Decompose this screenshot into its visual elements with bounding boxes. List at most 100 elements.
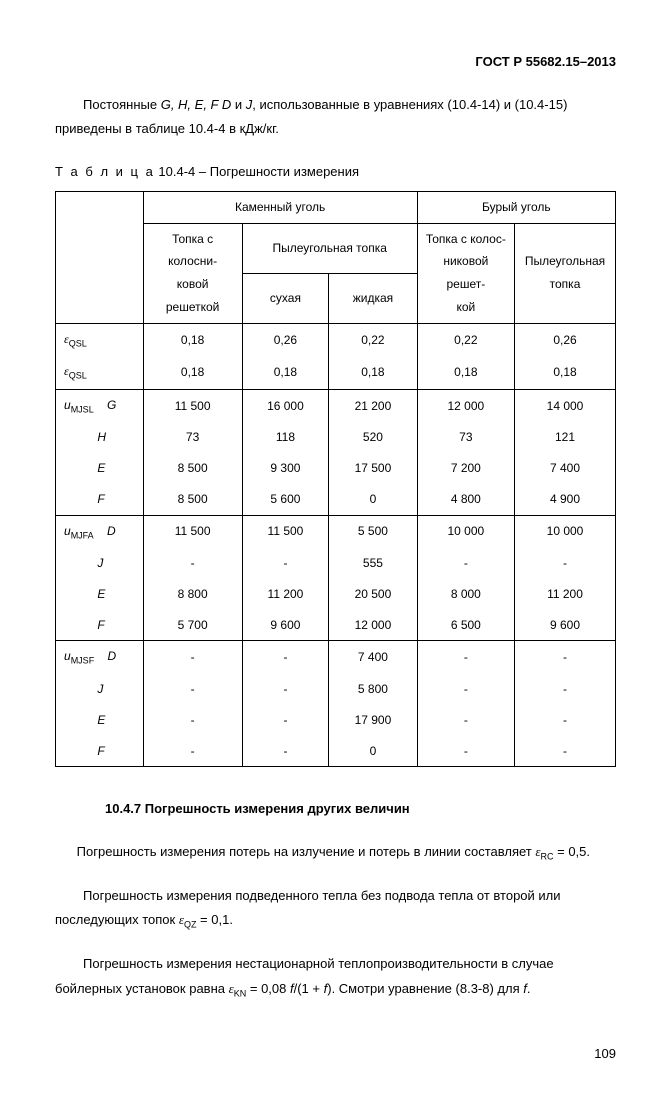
s: J [97,556,103,570]
caption-spaced: Т а б л и ц а [55,164,155,179]
s: KN [234,988,247,998]
measurement-table: Каменный уголь Бурый уголь Топка с колос… [55,191,616,768]
c: 8 000 [417,579,514,610]
c: 0,18 [417,356,514,389]
c: 0 [329,484,417,515]
c: - [515,736,616,767]
c: 7 400 [515,453,616,484]
s: F [97,744,104,758]
paragraph-rc: Погрешность измерения потерь на излучени… [55,840,616,866]
row: J [56,548,144,579]
row-eps1-label: εQSL [56,323,144,356]
c: 11 200 [515,579,616,610]
c: - [143,674,242,705]
t: = 0,1. [196,912,233,927]
col-pulv: Пылеугольная топка [242,223,417,273]
c: 10 000 [417,515,514,548]
c: 0,26 [515,323,616,356]
s: F [97,618,104,632]
c: - [242,674,329,705]
t: топка [550,277,581,291]
c: 6 500 [417,610,514,641]
s: J [97,682,103,696]
c: 17 500 [329,453,417,484]
caption-rest: 10.4-4 – Погрешности измерения [155,164,359,179]
row: H [56,422,144,453]
c: - [515,705,616,736]
row-g3-label: uMJSF D [56,641,144,674]
c: - [242,705,329,736]
c: - [417,641,514,674]
t: Погрешность измерения подведенного тепла… [55,888,561,928]
page-number: 109 [55,1042,616,1067]
t: ). Смотри уравнение (8.3-8) для [327,981,523,996]
c: 0,18 [242,356,329,389]
c: 121 [515,422,616,453]
c: 5 700 [143,610,242,641]
c: - [515,674,616,705]
c: - [417,674,514,705]
c: - [143,705,242,736]
c: 520 [329,422,417,453]
s: MJSL [71,404,94,414]
row: F [56,484,144,515]
c: 21 200 [329,389,417,422]
table-caption: Т а б л и ц а 10.4-4 – Погрешности измер… [55,160,616,185]
t: кой [456,300,475,314]
c: 4 800 [417,484,514,515]
t: ковой решеткой [166,277,220,314]
c: 0,22 [329,323,417,356]
c: 8 500 [143,453,242,484]
t: = 0,5. [554,844,591,859]
c: 10 000 [515,515,616,548]
c: - [417,705,514,736]
col-grate2: Топка с колос- никовой решет- кой [417,223,514,323]
c: - [242,641,329,674]
c: 7 400 [329,641,417,674]
c: - [515,641,616,674]
c: 8 500 [143,484,242,515]
t: Топка с колосни- [168,232,217,269]
c: 5 600 [242,484,329,515]
row: E [56,453,144,484]
c: 0,18 [143,323,242,356]
s: QSL [69,338,87,348]
c: 9 600 [515,610,616,641]
c: 73 [143,422,242,453]
col-coal2: Бурый уголь [417,191,615,223]
s: D [107,524,116,538]
t: Погрешность измерения потерь на излучени… [77,844,536,859]
c: 9 600 [242,610,329,641]
section-title: 10.4.7 Погрешность измерения других вели… [55,797,616,822]
c: 12 000 [329,610,417,641]
row: E [56,705,144,736]
col-coal1: Каменный уголь [143,191,417,223]
c: 17 900 [329,705,417,736]
c: - [143,548,242,579]
c: 14 000 [515,389,616,422]
c: 0,18 [143,356,242,389]
paragraph-kn: Погрешность измерения нестационарной теп… [55,952,616,1002]
c: 9 300 [242,453,329,484]
c: 11 500 [143,389,242,422]
c: 0,18 [329,356,417,389]
c: 0 [329,736,417,767]
s: u [64,524,71,538]
c: 20 500 [329,579,417,610]
t: = 0,08 [246,981,290,996]
s: G [107,398,116,412]
t: Пылеугольная [525,254,605,268]
paragraph-qz: Погрешность измерения подведенного тепла… [55,884,616,934]
c: 0,18 [515,356,616,389]
c: 4 900 [515,484,616,515]
intro-paragraph: Постоянные G, H, E, F D и J, использован… [55,93,616,142]
c: 11 500 [143,515,242,548]
col-dry: сухая [242,273,329,323]
c: 12 000 [417,389,514,422]
intro-vars: G, H, E, F D [161,97,232,112]
intro-mid: и [231,97,246,112]
c: 5 800 [329,674,417,705]
s: QSL [69,371,87,381]
c: 7 200 [417,453,514,484]
t: никовой решет- [443,254,488,291]
